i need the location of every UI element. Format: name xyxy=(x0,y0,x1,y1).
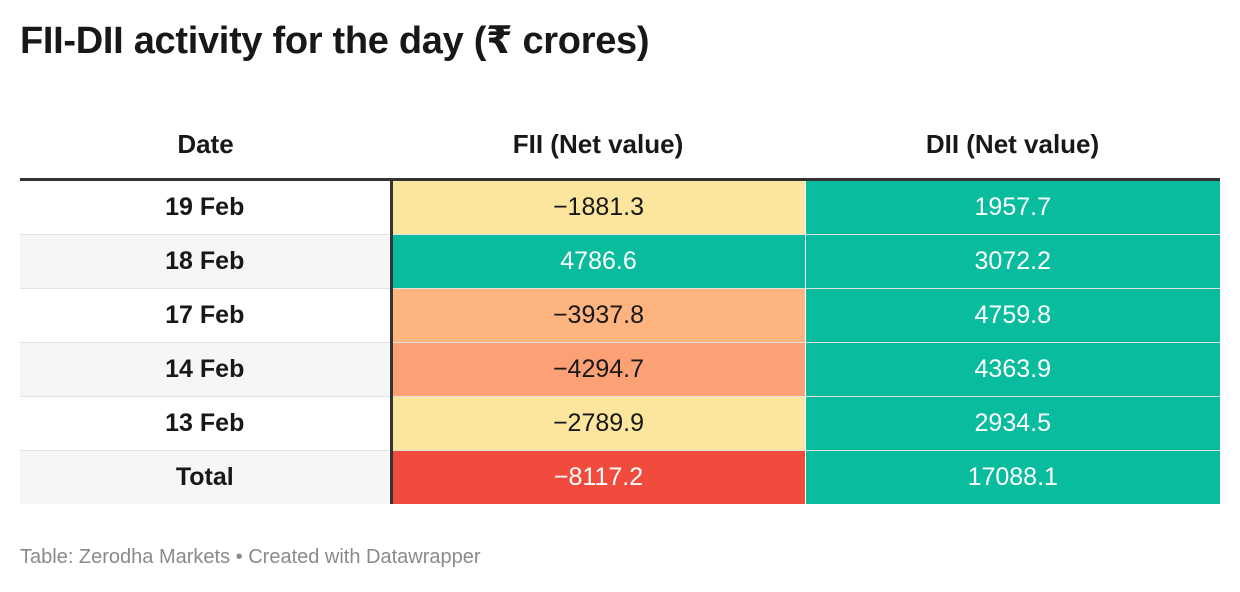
table-total-row: Total −8117.2 17088.1 xyxy=(20,450,1220,504)
column-header-dii: DII (Net value) xyxy=(805,110,1220,181)
date-cell: 13 Feb xyxy=(20,396,393,451)
dii-value-cell: 4363.9 xyxy=(805,342,1220,397)
data-table-container: Date FII (Net value) DII (Net value) 19 … xyxy=(20,110,1220,504)
dii-value-cell: 1957.7 xyxy=(805,179,1220,235)
column-header-fii: FII (Net value) xyxy=(391,110,805,181)
fii-value-cell: −4294.7 xyxy=(391,342,806,397)
column-header-date: Date xyxy=(20,110,391,181)
table-row: 17 Feb −3937.8 4759.8 xyxy=(20,288,1220,343)
fii-value-cell: −1881.3 xyxy=(391,179,806,235)
date-cell: 19 Feb xyxy=(20,179,393,235)
table-header-row: Date FII (Net value) DII (Net value) xyxy=(20,110,1220,181)
table-row: 14 Feb −4294.7 4363.9 xyxy=(20,342,1220,397)
dii-value-cell: 2934.5 xyxy=(805,396,1220,451)
dii-value-cell: 3072.2 xyxy=(805,234,1220,289)
fii-value-cell: 4786.6 xyxy=(391,234,806,289)
table-row: 13 Feb −2789.9 2934.5 xyxy=(20,396,1220,451)
dii-value-cell: 4759.8 xyxy=(805,288,1220,343)
date-cell: 18 Feb xyxy=(20,234,393,289)
source-footer: Table: Zerodha Markets • Created with Da… xyxy=(20,546,481,568)
table-row: 19 Feb −1881.3 1957.7 xyxy=(20,179,1220,235)
fii-value-cell: −3937.8 xyxy=(391,288,806,343)
fii-value-cell: −2789.9 xyxy=(391,396,806,451)
chart-title: FII-DII activity for the day (₹ crores) xyxy=(20,20,650,62)
dii-total-cell: 17088.1 xyxy=(805,450,1220,504)
total-label-cell: Total xyxy=(20,450,393,504)
date-cell: 17 Feb xyxy=(20,288,393,343)
fii-dii-table: Date FII (Net value) DII (Net value) 19 … xyxy=(20,110,1220,504)
fii-total-cell: −8117.2 xyxy=(391,450,806,504)
table-row: 18 Feb 4786.6 3072.2 xyxy=(20,234,1220,289)
date-cell: 14 Feb xyxy=(20,342,393,397)
